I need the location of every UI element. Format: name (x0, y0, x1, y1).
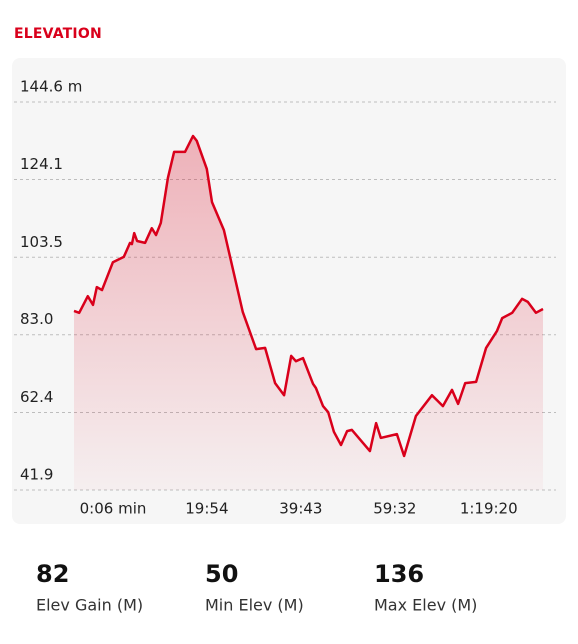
stat-value: 82 (36, 560, 69, 588)
x-tick-label: 0:06 min (80, 500, 147, 518)
y-tick-label: 124.1 (20, 155, 63, 173)
stat-label: Elev Gain (M) (36, 596, 143, 615)
elevation-area (74, 136, 543, 490)
y-tick-label: 83.0 (20, 310, 53, 328)
x-tick-label: 39:43 (279, 500, 322, 518)
stat-value: 136 (374, 560, 424, 588)
section-title: ELEVATION (14, 26, 102, 42)
y-tick-label: 62.4 (20, 388, 53, 406)
elevation-line (73, 134, 544, 458)
x-tick-label: 1:19:20 (460, 500, 518, 518)
y-tick-label: 144.6 m (20, 78, 82, 96)
stat-label: Min Elev (M) (205, 596, 304, 615)
stat-label: Max Elev (M) (374, 596, 477, 615)
y-tick-label: 103.5 (20, 233, 63, 251)
y-tick-label: 41.9 (20, 466, 53, 484)
x-tick-label: 59:32 (373, 500, 416, 518)
x-tick-label: 19:54 (185, 500, 228, 518)
stat-value: 50 (205, 560, 238, 588)
